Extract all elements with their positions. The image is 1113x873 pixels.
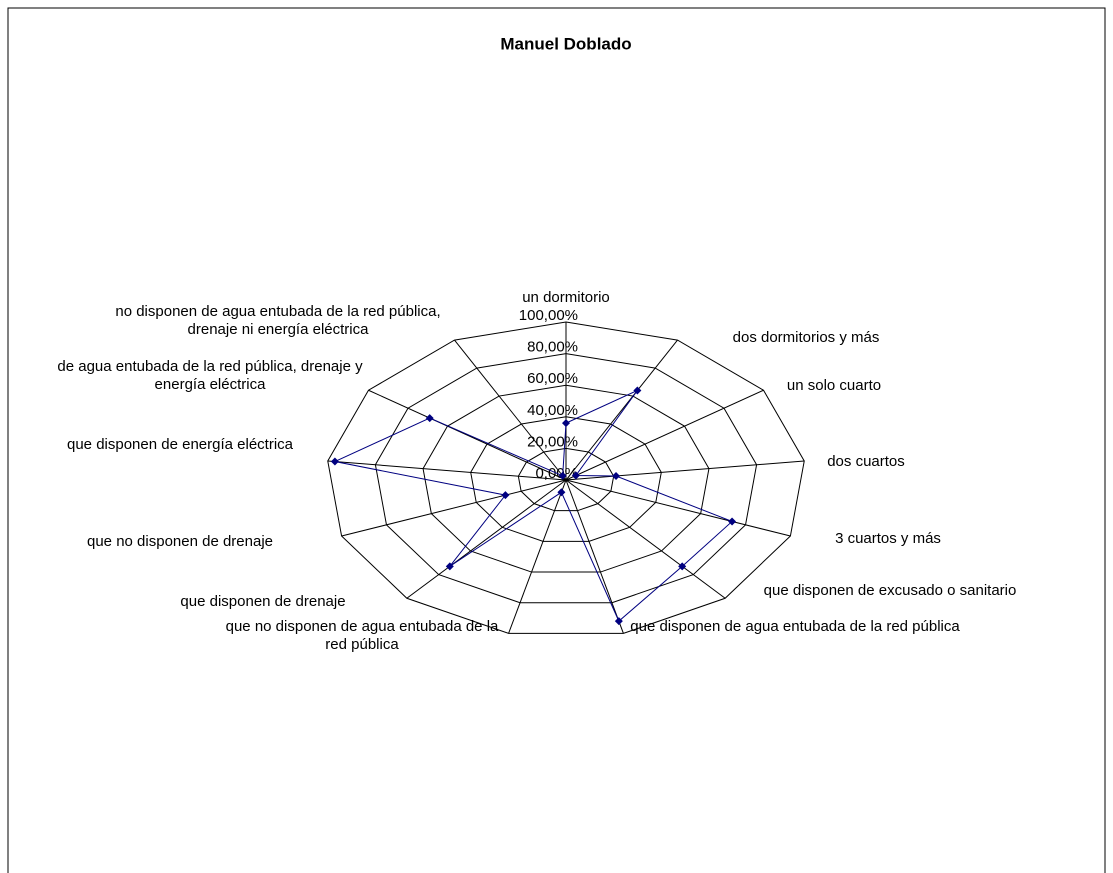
data-point (445, 562, 454, 571)
category-label-box: no disponen de agua entubada de la red p… (115, 303, 441, 338)
y-tick-label: 60,00% (527, 370, 578, 387)
axis-spoke (565, 389, 764, 481)
grid-ring (327, 321, 805, 634)
category-label: que disponen de excusado o sanitario (763, 582, 1017, 599)
grid-ring (374, 353, 758, 604)
y-tick-label: 100,00% (519, 307, 578, 324)
category-label-box: que disponen de energía eléctrica (67, 436, 293, 453)
axis-spoke (565, 339, 678, 481)
series-line (333, 389, 733, 622)
category-label-box: que no disponen de drenaje (87, 533, 273, 550)
data-point (501, 491, 510, 500)
category-label: que disponen de agua entubada de la red … (630, 618, 960, 635)
category-label: de agua entubada de la red pública, dren… (57, 358, 363, 393)
axis-spoke (565, 479, 791, 537)
category-label: que disponen de drenaje (180, 593, 346, 610)
chart-title: Manuel Doblado (500, 34, 631, 53)
data-point (330, 457, 339, 466)
y-tick-label: 80,00% (527, 339, 578, 356)
axis-spoke (341, 479, 567, 537)
category-label: que no disponen de agua entubada de la r… (225, 618, 499, 653)
frame (7, 7, 1106, 873)
category-label-box: que disponen de agua entubada de la red … (630, 618, 960, 635)
axis-spoke (406, 479, 567, 599)
axis-spoke (508, 479, 567, 634)
category-label-box: dos dormitorios y más (732, 329, 880, 346)
axis-spoke (565, 479, 624, 634)
category-label-box: de agua entubada de la red pública, dren… (57, 358, 363, 393)
category-label: que no disponen de drenaje (87, 533, 273, 550)
axis-spoke (327, 460, 567, 481)
category-label-box: un solo cuarto (786, 377, 882, 394)
axis-spoke (368, 389, 567, 481)
category-label: dos dormitorios y más (732, 329, 880, 346)
y-tick-label: 40,00% (527, 402, 578, 419)
category-label-box: que no disponen de agua entubada de la r… (225, 618, 499, 653)
data-point (425, 414, 434, 423)
data-point (612, 472, 621, 481)
category-label-box: que disponen de drenaje (180, 593, 346, 610)
axis-spoke (565, 479, 726, 599)
category-label-box: dos cuartos (827, 453, 905, 470)
grid-ring (470, 416, 662, 542)
axis-spoke (454, 339, 567, 481)
category-label: dos cuartos (827, 453, 905, 470)
data-point (562, 419, 570, 428)
data-point (557, 488, 566, 497)
category-label: un solo cuarto (786, 377, 882, 394)
data-point (678, 562, 687, 571)
category-label: que disponen de energía eléctrica (67, 436, 293, 453)
data-point (633, 386, 642, 395)
grid-ring (422, 384, 710, 573)
grid-ring (517, 447, 615, 512)
data-point (571, 471, 580, 480)
axis-spoke (565, 460, 805, 481)
y-tick-label: 20,00% (527, 433, 578, 450)
category-label-box: 3 cuartos y más (835, 530, 941, 547)
data-point (614, 617, 623, 626)
category-label: 3 cuartos y más (835, 530, 941, 547)
data-point (558, 471, 567, 480)
category-label: no disponen de agua entubada de la red p… (115, 303, 441, 338)
data-point (728, 517, 737, 526)
category-label-box: que disponen de excusado o sanitario (763, 582, 1017, 599)
category-label-box: un dormitorio (522, 289, 610, 306)
category-label: un dormitorio (522, 289, 610, 306)
